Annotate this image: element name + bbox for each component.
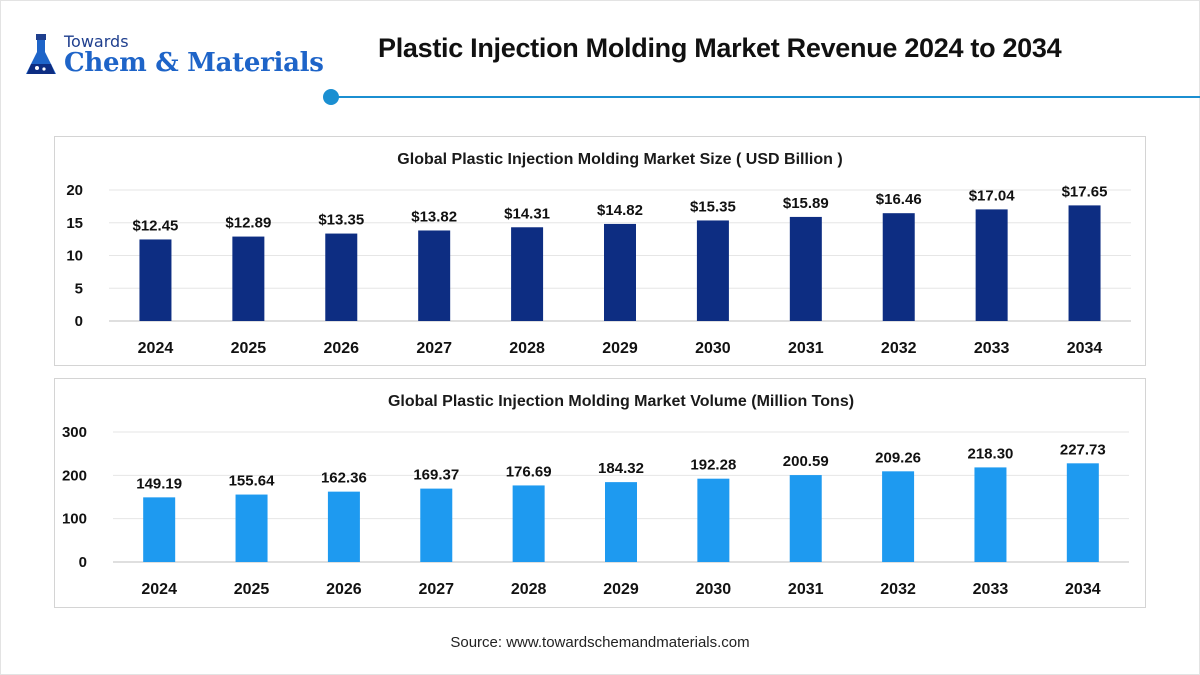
market-volume-chart-panel: Global Plastic Injection Molding Market … bbox=[54, 378, 1146, 608]
x-tick-label: 2030 bbox=[695, 340, 731, 357]
y-tick-label: 200 bbox=[62, 467, 87, 484]
x-tick-label: 2024 bbox=[141, 581, 177, 598]
x-tick-label: 2025 bbox=[234, 581, 270, 598]
data-label: $12.89 bbox=[225, 215, 271, 232]
data-label: $13.82 bbox=[411, 208, 457, 225]
x-tick-label: 2033 bbox=[974, 340, 1010, 357]
source-caption: Source: www.towardschemandmaterials.com bbox=[450, 634, 750, 651]
x-tick-label: 2031 bbox=[788, 340, 824, 357]
market-size-chart: Global Plastic Injection Molding Market … bbox=[66, 151, 1131, 357]
x-tick-label: 2028 bbox=[511, 581, 547, 598]
x-tick-label: 2034 bbox=[1067, 340, 1103, 357]
x-tick-label: 2026 bbox=[323, 340, 359, 357]
logo-towards-text: Towards bbox=[64, 32, 129, 51]
x-tick-label: 2034 bbox=[1065, 581, 1101, 598]
title-underline-dot bbox=[323, 89, 339, 105]
data-label: 209.26 bbox=[875, 449, 921, 466]
market-size-chart-panel: Global Plastic Injection Molding Market … bbox=[54, 136, 1146, 366]
brand-logo: Towards Chem & Materials bbox=[22, 30, 324, 84]
bar bbox=[789, 475, 822, 562]
y-tick-label: 20 bbox=[66, 182, 83, 199]
market-volume-chart: Global Plastic Injection Molding Market … bbox=[62, 393, 1129, 598]
data-label: 155.64 bbox=[229, 473, 276, 490]
bar bbox=[512, 485, 545, 562]
data-label: 218.30 bbox=[968, 445, 1014, 462]
x-tick-label: 2029 bbox=[603, 581, 639, 598]
chart-title: Global Plastic Injection Molding Market … bbox=[397, 151, 842, 168]
bar bbox=[697, 478, 730, 562]
x-tick-label: 2025 bbox=[231, 340, 267, 357]
data-label: $12.45 bbox=[133, 217, 179, 234]
data-label: $17.65 bbox=[1062, 183, 1108, 200]
data-label: $14.82 bbox=[597, 202, 643, 219]
data-label: 192.28 bbox=[690, 457, 736, 474]
y-tick-label: 5 bbox=[75, 280, 83, 297]
data-label: $15.89 bbox=[783, 195, 829, 212]
data-label: 184.32 bbox=[598, 460, 644, 477]
bar bbox=[789, 216, 822, 321]
y-tick-label: 100 bbox=[62, 511, 87, 528]
data-label: $16.46 bbox=[876, 191, 922, 208]
x-tick-label: 2026 bbox=[326, 581, 362, 598]
x-tick-label: 2024 bbox=[138, 340, 174, 357]
bar bbox=[604, 223, 636, 321]
data-label: $15.35 bbox=[690, 198, 736, 215]
y-tick-label: 0 bbox=[79, 554, 87, 571]
x-tick-label: 2030 bbox=[696, 581, 732, 598]
chart-title: Global Plastic Injection Molding Market … bbox=[388, 393, 854, 410]
x-tick-label: 2029 bbox=[602, 340, 638, 357]
bar bbox=[882, 213, 915, 321]
y-tick-label: 15 bbox=[66, 215, 83, 232]
y-tick-label: 10 bbox=[66, 248, 83, 265]
bar bbox=[420, 488, 453, 562]
flask-logo-icon bbox=[26, 34, 56, 74]
y-tick-label: 300 bbox=[62, 424, 87, 441]
bar bbox=[696, 220, 729, 321]
page-title: Plastic Injection Molding Market Revenue… bbox=[378, 33, 1062, 63]
bar bbox=[1066, 463, 1099, 562]
logo-name-text: Chem & Materials bbox=[64, 48, 324, 78]
bar bbox=[511, 227, 544, 321]
bar bbox=[232, 236, 265, 321]
x-tick-label: 2031 bbox=[788, 581, 824, 598]
bar bbox=[235, 494, 268, 562]
data-label: 176.69 bbox=[506, 463, 552, 480]
x-tick-label: 2033 bbox=[973, 581, 1009, 598]
bar bbox=[139, 239, 172, 321]
bar bbox=[325, 233, 358, 321]
data-label: 169.37 bbox=[413, 467, 459, 484]
bar bbox=[605, 482, 637, 562]
data-label: 200.59 bbox=[783, 453, 829, 470]
data-label: 162.36 bbox=[321, 470, 367, 487]
data-label: 149.19 bbox=[136, 475, 182, 492]
x-tick-label: 2027 bbox=[418, 581, 454, 598]
bar bbox=[974, 467, 1007, 562]
data-label: $14.31 bbox=[504, 205, 550, 222]
bar bbox=[975, 209, 1008, 321]
title-underline bbox=[332, 96, 1200, 98]
x-tick-label: 2028 bbox=[509, 340, 545, 357]
data-label: $13.35 bbox=[318, 212, 364, 229]
bar bbox=[418, 230, 451, 321]
x-tick-label: 2032 bbox=[880, 581, 916, 598]
bar bbox=[1068, 205, 1101, 321]
bar bbox=[882, 471, 915, 562]
data-label: 227.73 bbox=[1060, 441, 1106, 458]
bar bbox=[143, 497, 176, 562]
x-tick-label: 2027 bbox=[416, 340, 452, 357]
x-tick-label: 2032 bbox=[881, 340, 917, 357]
bar bbox=[327, 491, 360, 562]
y-tick-label: 0 bbox=[75, 313, 83, 330]
data-label: $17.04 bbox=[969, 187, 1016, 204]
